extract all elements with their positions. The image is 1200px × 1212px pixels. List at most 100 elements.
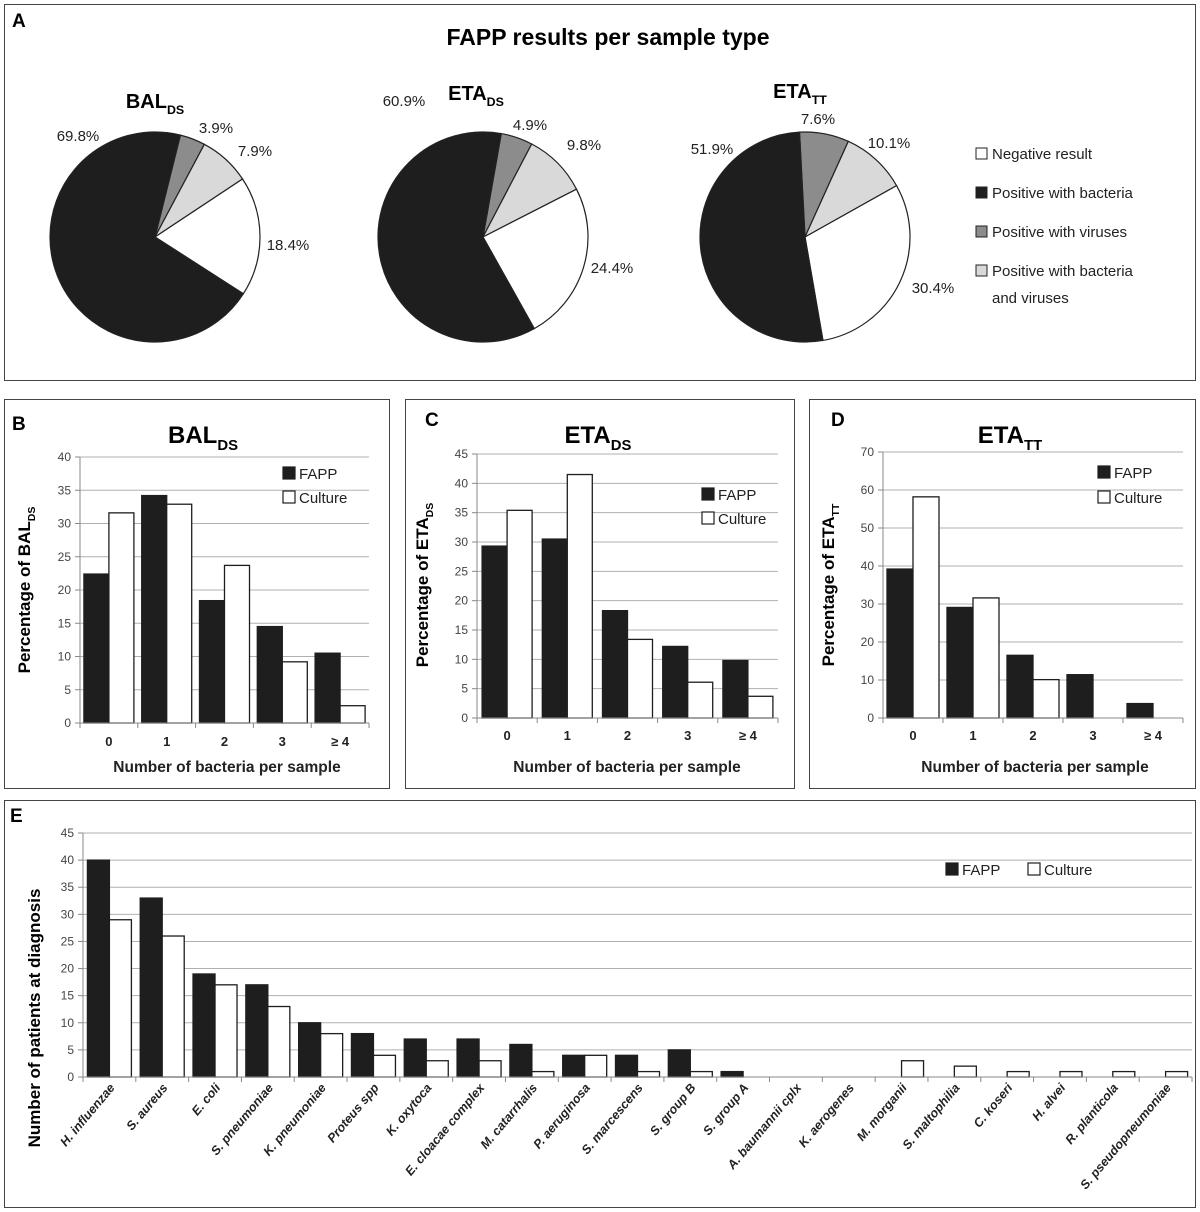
y-tick-label: 30 [861, 597, 875, 611]
x-tick-label: H. alvei [1029, 1081, 1068, 1124]
panel-a-title: FAPP results per sample type [447, 24, 770, 50]
bar-culture [1032, 678, 1060, 719]
bar-culture [566, 473, 593, 719]
y-tick-label: 10 [58, 650, 72, 664]
pie-data-label: 9.8% [567, 137, 601, 154]
x-axis-label: Number of bacteria per sample [921, 759, 1149, 776]
legend-label: and viruses [992, 290, 1069, 307]
chart-title-subscript: DS [217, 438, 238, 454]
chart-title: ETATT [978, 422, 1042, 454]
x-tick-label: H. influenzae [57, 1081, 117, 1149]
legend-label: FAPP [299, 466, 337, 483]
chart-title-main: ETA [565, 422, 611, 449]
legend-swatch [975, 186, 988, 199]
pie-data-label: 51.9% [691, 141, 734, 158]
bar-fapp [350, 1032, 375, 1078]
x-tick-label: R. planticola [1063, 1081, 1122, 1147]
y-tick-label: 40 [455, 476, 469, 490]
x-tick-label: S. group B [647, 1081, 698, 1138]
y-tick-label: 70 [861, 445, 875, 459]
y-axis-label: Percentage of ETATT [819, 503, 842, 666]
legend-label: FAPP [962, 862, 1000, 879]
legend-label: Culture [718, 511, 766, 528]
bar-fapp [1006, 654, 1034, 719]
y-axis-label: Number of patients at diagnosis [25, 889, 44, 1148]
pie-title: ETADS [448, 83, 504, 109]
pie-slice-positive-bacteria [699, 131, 824, 343]
bar-culture [108, 919, 133, 1078]
y-tick-label: 15 [61, 989, 75, 1003]
x-tick-label: 0 [503, 728, 510, 743]
y-tick-label: 40 [58, 450, 72, 464]
bar-fapp [667, 1049, 691, 1078]
bar-culture [223, 564, 251, 724]
pie-legend: Negative result Positive with bacteria Pos… [975, 146, 1134, 307]
y-tick-label: 40 [861, 559, 875, 573]
pie-title-main: BAL [126, 91, 167, 113]
x-tick-label: M. morganii [854, 1081, 910, 1144]
bar-culture [372, 1054, 397, 1078]
y-axis-label: Percentage of BALDS [15, 507, 38, 674]
bar-culture [478, 1060, 502, 1078]
x-tick-label: S. pseudopneumoniae [1077, 1081, 1173, 1192]
y-axis-label-main: Percentage of BAL [15, 521, 34, 673]
y-tick-label: 30 [58, 517, 72, 531]
pie-slice-negative-result [804, 184, 911, 342]
legend-swatch [975, 225, 988, 238]
x-tick-label: 1 [969, 728, 976, 743]
bar-fapp [541, 538, 568, 719]
bar-culture [747, 695, 774, 719]
bar-culture [1112, 1070, 1136, 1078]
legend-swatch [701, 487, 715, 501]
panel-a-letter: A [12, 11, 26, 32]
legend-swatch [1027, 862, 1041, 876]
panel-d [809, 399, 1196, 789]
legend-label: Positive with bacteria [992, 263, 1134, 280]
x-tick-label: K. aerogenes [796, 1081, 857, 1150]
y-tick-label: 35 [455, 506, 469, 520]
x-tick-label: 3 [684, 728, 691, 743]
legend-swatch [1097, 490, 1111, 504]
panel-letter: E [10, 806, 23, 827]
chart-title-subscript: DS [611, 438, 632, 454]
bar-fapp [86, 859, 111, 1078]
pie-data-label: 24.4% [591, 260, 634, 277]
legend-swatch [701, 511, 715, 525]
legend-swatch [975, 147, 988, 160]
bar-fapp [1126, 702, 1154, 719]
y-tick-label: 35 [61, 880, 75, 894]
bar-culture [953, 1065, 978, 1078]
x-tick-label: S. group A [700, 1081, 751, 1138]
y-axis-label-main: Number of patients at diagnosis [25, 889, 44, 1148]
y-axis-label-subscript: DS [424, 503, 436, 518]
x-tick-label: 0 [909, 728, 916, 743]
pie-title-subscript: DS [167, 103, 184, 117]
y-tick-label: 50 [861, 521, 875, 535]
bar-fapp [946, 606, 974, 719]
y-axis-label-main: Percentage of ETA [413, 517, 432, 667]
legend-swatch [282, 490, 296, 504]
chart-title-main: ETA [978, 422, 1024, 449]
bar-fapp [256, 625, 283, 724]
x-tick-label: 3 [279, 734, 286, 749]
bar-fapp [614, 1054, 639, 1078]
x-axis-label: Number of bacteria per sample [113, 759, 341, 776]
pie-data-label: 7.6% [801, 111, 835, 128]
panel-a [4, 4, 1196, 381]
bar-culture [339, 705, 366, 724]
bar-fapp [139, 897, 163, 1078]
y-tick-label: 30 [455, 535, 469, 549]
legend-label: Culture [299, 490, 347, 507]
legend-swatch [945, 862, 959, 876]
bar-culture [281, 661, 308, 724]
bar-culture [1006, 1070, 1030, 1078]
y-tick-label: 60 [861, 483, 875, 497]
bar-fapp [481, 545, 508, 719]
x-tick-label: S. aureus [124, 1081, 171, 1133]
bar-culture [319, 1032, 344, 1078]
y-tick-label: 0 [67, 1070, 74, 1084]
y-tick-label: 20 [455, 594, 469, 608]
pie-data-label: 18.4% [267, 237, 310, 254]
